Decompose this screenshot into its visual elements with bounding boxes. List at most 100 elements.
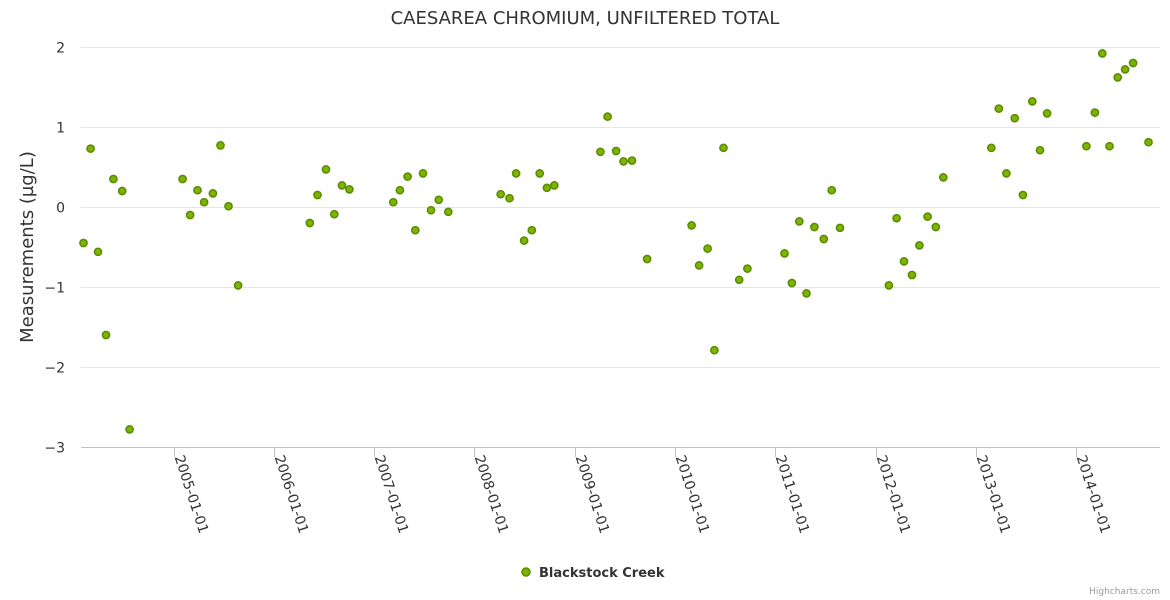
data-point[interactable]: [994, 104, 1004, 113]
data-point[interactable]: [519, 236, 529, 245]
data-point[interactable]: [1097, 49, 1107, 58]
data-point[interactable]: [79, 238, 88, 248]
data-point[interactable]: [794, 217, 804, 226]
data-point[interactable]: [208, 189, 218, 198]
data-point[interactable]: [505, 193, 514, 203]
data-point[interactable]: [1002, 169, 1011, 178]
legend-item-label[interactable]: Blackstock Creek: [539, 566, 665, 581]
y-axis-title: Measurements (µg/L): [17, 151, 38, 343]
data-point[interactable]: [329, 209, 339, 219]
data-point[interactable]: [743, 264, 752, 273]
data-point[interactable]: [496, 189, 506, 199]
data-point[interactable]: [109, 174, 118, 184]
data-point[interactable]: [603, 112, 612, 121]
data-point[interactable]: [827, 185, 837, 195]
data-point[interactable]: [321, 165, 331, 174]
data-point[interactable]: [337, 181, 347, 190]
x-axis: 2005-01-01 2006-01-01 2007-01-01 2008-01-01…: [171, 447, 1113, 536]
data-point[interactable]: [835, 223, 845, 233]
data-point[interactable]: [1113, 73, 1123, 82]
data-point[interactable]: [224, 201, 233, 211]
data-point[interactable]: [819, 234, 829, 244]
data-point[interactable]: [443, 207, 453, 217]
data-point[interactable]: [535, 169, 545, 178]
data-point[interactable]: [178, 174, 187, 184]
data-point[interactable]: [542, 183, 552, 193]
data-point[interactable]: [619, 157, 628, 166]
data-point[interactable]: [1035, 145, 1045, 155]
data-point[interactable]: [216, 141, 225, 150]
data-point[interactable]: [403, 172, 412, 181]
y-tick-label: 1: [56, 121, 65, 137]
data-point[interactable]: [884, 281, 894, 290]
data-point[interactable]: [1010, 113, 1020, 123]
data-point[interactable]: [527, 225, 537, 235]
data-point[interactable]: [986, 143, 996, 153]
data-point[interactable]: [418, 169, 428, 178]
data-point[interactable]: [899, 257, 909, 266]
x-tick-label: 2009-01-01: [572, 453, 612, 535]
data-point[interactable]: [892, 213, 901, 223]
data-point[interactable]: [627, 156, 637, 165]
data-point[interactable]: [86, 144, 95, 153]
data-point[interactable]: [734, 275, 744, 285]
x-tick-label: 2008-01-01: [471, 453, 511, 535]
data-point[interactable]: [719, 143, 728, 153]
data-point[interactable]: [802, 289, 811, 298]
data-point[interactable]: [395, 185, 405, 195]
data-point[interactable]: [611, 146, 621, 156]
data-point[interactable]: [549, 181, 559, 190]
data-point[interactable]: [1128, 58, 1138, 68]
data-point[interactable]: [345, 185, 354, 194]
data-point[interactable]: [642, 254, 652, 264]
data-point[interactable]: [1082, 141, 1091, 151]
legend[interactable]: Blackstock Creek: [521, 566, 665, 581]
grid-lines: [81, 47, 1160, 448]
data-point[interactable]: [233, 281, 243, 290]
data-point[interactable]: [305, 218, 315, 228]
x-tick-label: 2014-01-01: [1073, 453, 1113, 535]
data-point[interactable]: [923, 212, 932, 221]
x-tick-label: 2007-01-01: [371, 453, 411, 535]
data-point[interactable]: [1027, 97, 1037, 106]
data-point[interactable]: [1105, 141, 1114, 151]
data-point[interactable]: [1144, 137, 1153, 147]
data-point[interactable]: [1090, 108, 1100, 117]
data-point[interactable]: [938, 173, 948, 182]
data-point[interactable]: [511, 169, 521, 178]
data-point[interactable]: [410, 225, 420, 235]
y-tick-label: 0: [56, 201, 65, 217]
data-point[interactable]: [185, 210, 195, 220]
data-point[interactable]: [101, 330, 111, 340]
data-point[interactable]: [434, 195, 444, 205]
data-point[interactable]: [694, 261, 704, 270]
data-point[interactable]: [1042, 109, 1052, 118]
data-point[interactable]: [117, 186, 127, 196]
data-point[interactable]: [907, 270, 917, 280]
x-tick-label: 2011-01-01: [772, 453, 812, 535]
x-tick-label: 2005-01-01: [171, 453, 211, 535]
data-point[interactable]: [810, 222, 819, 232]
data-point[interactable]: [426, 205, 436, 215]
data-point[interactable]: [780, 249, 789, 258]
data-point[interactable]: [125, 425, 134, 434]
y-tick-label: −2: [44, 361, 65, 377]
data-point[interactable]: [787, 278, 797, 288]
data-point[interactable]: [931, 222, 941, 232]
credits-link[interactable]: Highcharts.com: [1089, 587, 1160, 597]
data-point[interactable]: [1018, 190, 1028, 200]
data-point[interactable]: [710, 345, 719, 355]
y-tick-label: 2: [56, 41, 65, 57]
data-point[interactable]: [703, 244, 712, 253]
data-point[interactable]: [1120, 65, 1130, 74]
data-point[interactable]: [193, 185, 202, 195]
data-point[interactable]: [388, 197, 398, 207]
data-point[interactable]: [915, 241, 924, 250]
data-point[interactable]: [313, 190, 322, 200]
data-point[interactable]: [596, 147, 605, 157]
data-point[interactable]: [199, 197, 209, 207]
x-tick-label: 2010-01-01: [672, 453, 712, 535]
data-point[interactable]: [93, 247, 103, 257]
data-point[interactable]: [687, 221, 696, 230]
